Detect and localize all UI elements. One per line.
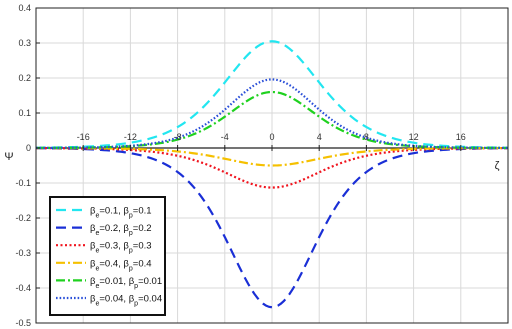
legend-label-3: βe=0.3, βp=0.3 [90, 241, 152, 255]
legend-label-6: βe=0.04, βp=0.04 [90, 294, 162, 308]
x-tick-label: 16 [456, 132, 466, 142]
y-tick-labels: 0.4 0.3 0.2 0.1 0 -0.1 -0.2 -0.3 -0.4 -0.5 [15, 3, 40, 328]
series-layer [35, 40, 509, 309]
legend-label-5: βe=0.01, βp=0.01 [90, 276, 162, 290]
x-tick-label: -4 [221, 132, 229, 142]
series-line-4 [36, 146, 508, 167]
x-tick-label: 12 [409, 132, 419, 142]
x-tick-label: 0 [269, 132, 274, 142]
y-tick-label: 0.3 [18, 38, 31, 48]
x-tick-label: 4 [317, 132, 322, 142]
x-tick-label: -8 [174, 132, 182, 142]
x-tick-label: -16 [77, 132, 90, 142]
y-tick-label: -0.4 [15, 283, 31, 293]
y-axis-label: Ψ [4, 151, 13, 163]
legend-label-2: βe=0.2, βp=0.2 [90, 223, 152, 237]
series-line-2 [35, 147, 509, 309]
y-tick-label: 0 [26, 143, 31, 153]
y-tick-label: -0.3 [15, 248, 31, 258]
x-tick-label: 8 [364, 132, 369, 142]
legend-box [49, 196, 166, 316]
y-tick-label: -0.5 [15, 318, 31, 328]
y-tick-label: -0.2 [15, 213, 31, 223]
legend: βe=0.1, βp=0.1 βe=0.2, βp=0.2 βe=0.3, βp=0… [49, 196, 166, 316]
x-axis-label: ζ [495, 160, 500, 172]
legend-label-4: βe=0.4, βp=0.4 [90, 258, 152, 272]
y-tick-label: 0.4 [18, 3, 31, 13]
legend-label-1: βe=0.1, βp=0.1 [90, 206, 152, 220]
y-tick-label: -0.1 [15, 178, 31, 188]
y-tick-label: 0.2 [18, 73, 31, 83]
x-tick-label: -12 [124, 132, 137, 142]
y-tick-label: 0.1 [18, 108, 31, 118]
plot-frame [35, 7, 509, 324]
series-line-1 [35, 40, 509, 149]
x-tick-labels: -16 -12 -8 -4 0 4 8 12 16 [77, 132, 466, 151]
